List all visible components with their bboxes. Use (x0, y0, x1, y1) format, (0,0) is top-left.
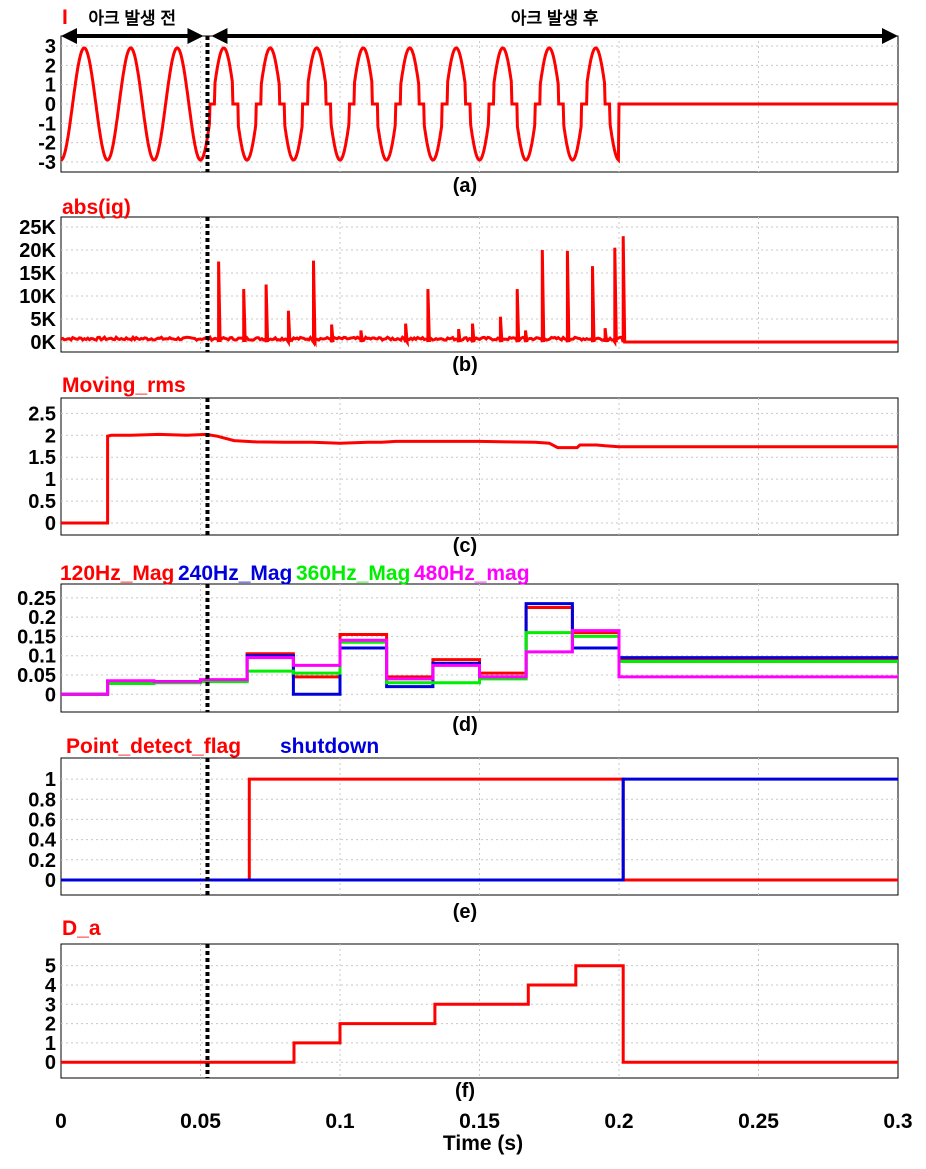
y-tick-label: 5 (45, 956, 56, 978)
series-abs-ig- (60, 236, 898, 348)
legend-item: Point_detect_flag (66, 735, 241, 758)
arc-annotation: 아크 발생 전 아크 발생 후 (61, 6, 898, 44)
y-tick-label: 20K (19, 240, 56, 262)
panel-title: D_a (62, 917, 101, 940)
y-tick-label: 3 (45, 36, 56, 58)
x-tick-label: 0 (55, 1110, 67, 1133)
label-bg (505, 6, 604, 28)
arrow-head-left (211, 28, 228, 44)
panel-caption: (c) (453, 535, 477, 557)
series-shutdown (61, 777, 898, 882)
panel-e: 10.80.60.40.20 Point_detect_flag shutdown (… (28, 735, 899, 923)
x-tick-label: 0.2 (604, 1110, 633, 1133)
legend-item: 360Hz_Mag (296, 562, 410, 585)
annotation-label: 아크 발생 후 (511, 8, 599, 28)
series-group (60, 236, 898, 348)
y-tick-label: 4 (45, 975, 57, 997)
y-tick-label: 1.5 (28, 447, 56, 469)
y-tick-label: 0.25 (17, 588, 56, 610)
panel-caption: (f) (455, 1080, 475, 1102)
legend-item: shutdown (280, 735, 379, 758)
y-tick-label: 0.2 (28, 607, 56, 629)
x-tick-label: 0.1 (325, 1110, 355, 1133)
series-group (61, 964, 898, 1064)
y-tick-label: 10K (19, 286, 56, 308)
series-i (60, 46, 898, 164)
y-tick-label: 0K (30, 332, 56, 354)
panel-title: Moving_rms (62, 374, 186, 397)
panel-c: 2.521.510.50 Moving_rms (c) (28, 374, 899, 557)
y-tick-label: 0.2 (28, 850, 56, 872)
x-tick-label: 0.05 (180, 1110, 221, 1133)
panel-caption: (b) (452, 354, 478, 376)
y-tick-label: 2 (45, 425, 56, 447)
plot-frame (60, 583, 899, 713)
series-moving-rms (61, 432, 898, 525)
x-axis-label: Time (s) (443, 1132, 523, 1155)
y-tick-label: -1 (38, 113, 56, 135)
series-group (61, 777, 898, 882)
label-bg (83, 6, 182, 28)
series-group (61, 602, 898, 696)
y-tick-label: 0.4 (28, 830, 57, 852)
y-tick-label: 0.15 (17, 626, 56, 648)
series-d-a (61, 964, 898, 1064)
x-tick-label: 0.25 (738, 1110, 779, 1133)
panel-title: abs(ig) (62, 196, 131, 219)
after-arc-arrow: 아크 발생 후 (211, 6, 898, 44)
y-tick-label: 5K (30, 309, 56, 331)
legend-item: 120Hz_Mag (60, 562, 174, 585)
y-tick-label: 0 (45, 94, 56, 116)
panel-caption: (e) (453, 901, 477, 923)
y-tick-label: 1 (45, 469, 56, 491)
y-tick-label: 1 (45, 1033, 56, 1055)
arrow-head-right (882, 28, 898, 44)
plot-frame (60, 216, 899, 353)
panel-caption: (d) (452, 714, 478, 736)
y-tick-label: 0.05 (17, 665, 56, 687)
panel-caption: (a) (453, 175, 477, 197)
x-tick-label: 0.15 (459, 1110, 500, 1133)
arrow-head-left (61, 28, 77, 44)
panels: 3210-1-2-3I(a)25K20K15K10K5K0Kabs(ig)(b)… (17, 6, 899, 1102)
legend-item: 240Hz_Mag (178, 562, 292, 585)
annotation-label: 아크 발생 전 (88, 9, 176, 28)
y-tick-label: 1 (45, 75, 56, 97)
y-tick-label: 0.6 (28, 809, 56, 831)
y-tick-label: 15K (19, 263, 56, 285)
panel-d: 0.250.20.150.10.050 120Hz_Mag 240Hz_Mag 360… (17, 562, 899, 736)
y-tick-label: 0 (45, 1052, 56, 1074)
y-tick-label: 0 (45, 513, 56, 535)
panel-title: I (62, 6, 68, 29)
y-tick-label: 0.8 (28, 789, 56, 811)
y-tick-label: 2 (45, 1014, 56, 1036)
series-group (60, 46, 898, 164)
y-tick-label: -3 (38, 152, 56, 174)
x-tick-label: 0.3 (883, 1110, 912, 1133)
legend-item: 480Hz_mag (414, 562, 530, 585)
x-axis: 0 0.05 0.1 0.15 0.2 0.25 0.3 Time (s) (55, 1110, 912, 1155)
y-tick-label: 2.5 (28, 403, 56, 425)
before-arc-arrow: 아크 발생 전 (61, 6, 204, 44)
y-tick-label: -2 (38, 133, 56, 155)
y-tick-label: 1 (45, 769, 56, 791)
y-tick-label: 25K (19, 217, 56, 239)
series-group (61, 432, 898, 525)
y-tick-label: 0.5 (28, 491, 56, 513)
y-tick-label: 2 (45, 55, 56, 77)
y-tick-label: 0.1 (28, 646, 56, 668)
y-tick-label: 3 (45, 994, 56, 1016)
arrow-head-right (187, 28, 204, 44)
y-tick-label: 0 (45, 684, 56, 706)
series-480hz-mag (61, 629, 898, 696)
y-tick-label: 0 (45, 870, 56, 892)
